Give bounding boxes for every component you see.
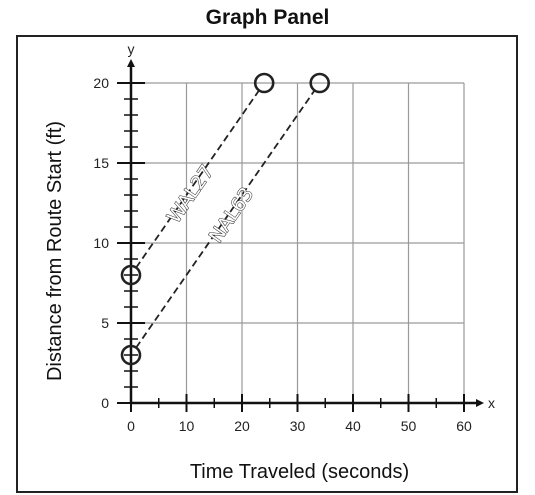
data-point-wal27: [120, 264, 142, 286]
y-axis-title: Distance from Route Start (ft): [44, 121, 66, 381]
panel-frame: [16, 35, 518, 493]
x-tick-label: 40: [345, 418, 361, 434]
data-point-nal63: [120, 344, 142, 366]
y-tick-label: 0: [101, 395, 109, 411]
x-axis-letter: x: [488, 395, 495, 411]
y-tick-label: 10: [93, 235, 109, 251]
axes: [117, 59, 484, 412]
x-axis-title: Time Traveled (seconds): [190, 461, 409, 483]
x-tick-label: 50: [401, 418, 417, 434]
data-point-nal63: [309, 72, 331, 94]
x-axis-arrow: [476, 399, 484, 407]
x-tick-label: 10: [179, 418, 195, 434]
series-line-nal63: [135, 89, 316, 349]
y-tick-label: 15: [93, 155, 109, 171]
series-group: [120, 72, 331, 366]
y-axis-arrow: [127, 59, 135, 67]
series-label-wal27: WAL27: [163, 161, 218, 227]
x-tick-label: 30: [290, 418, 306, 434]
series-line-wal27: [135, 89, 260, 269]
data-point-wal27: [253, 72, 275, 94]
y-tick-label: 20: [93, 75, 109, 91]
y-tick-label: 5: [101, 315, 109, 331]
x-tick-label: 20: [234, 418, 250, 434]
x-tick-label: 0: [127, 418, 135, 434]
grid-lines: [131, 82, 465, 403]
labels: 0 10 20 30 40 50 60 0 5 10 15 20 x y Time Traveled (se…: [44, 41, 495, 483]
y-axis-letter: y: [128, 41, 135, 57]
x-tick-label: 60: [456, 418, 472, 434]
panel-title: Graph Panel: [205, 6, 330, 29]
series-label-nal63: NAL63: [205, 184, 258, 247]
